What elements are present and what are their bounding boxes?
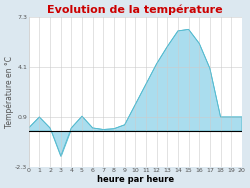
- Title: Evolution de la température: Evolution de la température: [48, 4, 223, 15]
- Y-axis label: Température en °C: Température en °C: [4, 56, 14, 128]
- X-axis label: heure par heure: heure par heure: [97, 175, 174, 184]
